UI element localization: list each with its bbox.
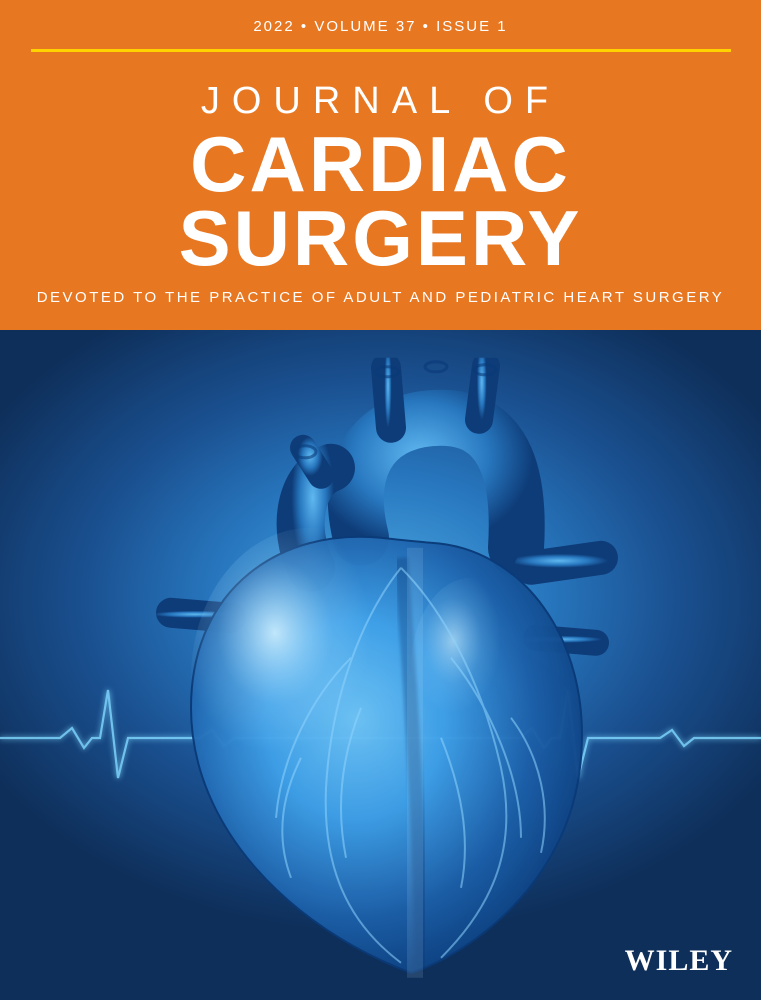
- heart-illustration-icon: [101, 358, 661, 998]
- header-band: 2022 • VOLUME 37 • ISSUE 1 JOURNAL OF CA…: [0, 0, 761, 330]
- separator: •: [417, 18, 437, 35]
- title-block: JOURNAL OF CARDIAC SURGERY: [0, 52, 761, 281]
- cover-image-area: WILEY: [0, 330, 761, 1000]
- issue-volume: VOLUME 37: [314, 18, 416, 35]
- title-line-2: CARDIAC SURGERY: [0, 127, 761, 275]
- publisher-logo: WILEY: [625, 944, 733, 978]
- issue-number: ISSUE 1: [436, 18, 508, 35]
- title-line-1: JOURNAL OF: [0, 80, 761, 123]
- subtitle: DEVOTED TO THE PRACTICE OF ADULT AND PED…: [0, 281, 761, 330]
- issue-info: 2022 • VOLUME 37 • ISSUE 1: [0, 0, 761, 49]
- issue-year: 2022: [253, 18, 294, 35]
- separator: •: [295, 18, 315, 35]
- journal-cover: 2022 • VOLUME 37 • ISSUE 1 JOURNAL OF CA…: [0, 0, 761, 1000]
